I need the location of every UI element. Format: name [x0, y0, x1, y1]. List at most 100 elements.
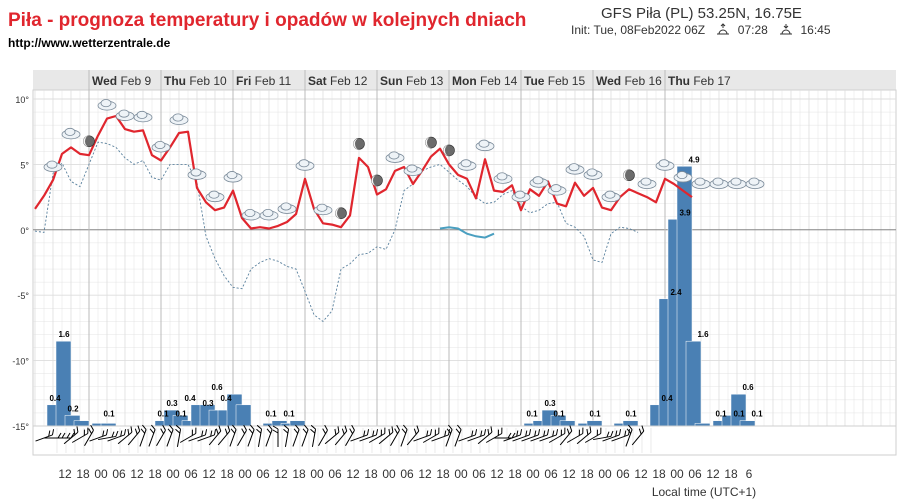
y-tick-label: 10° — [15, 95, 29, 105]
wind-barb-icon — [166, 424, 174, 447]
page-title: Piła - prognoza temperatury i opadów w k… — [8, 10, 527, 31]
x-tick-label: 00 — [454, 467, 468, 481]
x-tick-label: 18 — [508, 467, 522, 481]
wind-barb-icon — [593, 430, 614, 441]
cloud-icon — [745, 177, 765, 190]
wind-barb-icon — [175, 424, 182, 447]
wind-barb-icon — [378, 426, 394, 445]
precip-label: 2.4 — [670, 288, 682, 297]
precip-label: 0.1 — [526, 410, 538, 419]
wind-barb-icon — [400, 424, 408, 447]
precip-label: 0.1 — [157, 410, 169, 419]
wind-barb-icon — [197, 429, 217, 442]
cloud-icon — [259, 208, 279, 221]
wind-barb-icon — [368, 427, 386, 443]
wind-barb-icon — [602, 429, 622, 442]
sunset-icon — [780, 24, 793, 35]
init-line: Init: Tue, 08Feb2022 06Z 07:28 16:45 — [571, 23, 835, 37]
cloud-icon — [547, 184, 567, 196]
cloud-icon — [709, 177, 729, 190]
wind-barb-icon — [530, 429, 550, 442]
x-tick-label: 00 — [238, 467, 252, 481]
cloud-icon — [475, 139, 495, 152]
wind-barb-icon — [413, 429, 433, 442]
x-tick-label: 18 — [220, 467, 234, 481]
day-label: Sun Feb 13 — [380, 74, 444, 88]
x-tick-label: 12 — [490, 467, 504, 481]
precip-label: 0.1 — [589, 410, 601, 419]
precip-label: 0.1 — [715, 410, 727, 419]
temperature-line — [34, 114, 693, 230]
cloud-icon — [601, 190, 621, 203]
dewpoint-below-zero-line — [34, 141, 639, 322]
x-axis-label: Local time (UTC+1) — [652, 485, 756, 499]
x-tick-label: 12 — [346, 467, 360, 481]
cloud-icon — [97, 99, 117, 111]
precip-label: 0.4 — [49, 394, 61, 403]
x-tick-label: 12 — [58, 467, 72, 481]
precip-label: 0.1 — [625, 410, 637, 419]
precip-bar — [739, 420, 756, 427]
precip-label: 0.3 — [544, 399, 556, 408]
precip-label: 0.1 — [751, 410, 763, 419]
sunset-time: 16:45 — [800, 23, 831, 37]
precip-label: 0.4 — [184, 394, 196, 403]
cloud-icon — [457, 159, 477, 171]
precip-bar — [235, 404, 252, 427]
moon-icon — [443, 144, 455, 157]
x-tick-label: 18 — [76, 467, 90, 481]
precip-label: 3.9 — [679, 208, 691, 217]
wind-barb-icon — [631, 425, 645, 446]
x-tick-label: 00 — [382, 467, 396, 481]
moon-icon — [371, 174, 383, 187]
day-label: Thu Feb 10 — [164, 74, 227, 88]
day-header-band — [33, 70, 896, 90]
wind-barb-icon — [467, 429, 487, 442]
day-label: Wed Feb 16 — [596, 74, 662, 88]
cloud-icon — [169, 113, 189, 125]
day-label: Mon Feb 14 — [452, 74, 518, 88]
moon-icon — [425, 136, 437, 149]
wind-barb-icon — [139, 424, 147, 447]
cloud-icon — [205, 190, 225, 203]
cloud-icon — [583, 168, 603, 180]
x-tick-label: 06 — [400, 467, 414, 481]
precip-label: 0.2 — [67, 404, 79, 413]
wind-barb-icon — [265, 424, 273, 447]
cloud-icon — [385, 151, 405, 163]
x-tick-label: 06 — [688, 467, 702, 481]
x-tick-label: 12 — [562, 467, 576, 481]
cloud-icon — [403, 164, 423, 176]
cloud-icon — [727, 177, 747, 190]
precip-bar — [73, 420, 90, 427]
day-label: Sat Feb 12 — [308, 74, 368, 88]
day-label: Thu Feb 17 — [668, 74, 731, 88]
precip-bar — [559, 420, 576, 427]
wind-barb-icon — [63, 426, 79, 445]
x-tick-label: 06 — [616, 467, 630, 481]
cloud-icon — [295, 159, 315, 171]
x-tick-label: 12 — [418, 467, 432, 481]
day-label: Wed Feb 9 — [92, 74, 151, 88]
wind-barb-icon — [494, 432, 516, 439]
wind-barb-icon — [98, 430, 119, 441]
wind-barb-icon — [256, 424, 263, 447]
cloud-icon — [511, 190, 531, 203]
wind-barb-icon — [548, 427, 566, 443]
cloud-icon — [133, 110, 153, 123]
wind-barb-icon — [179, 427, 197, 443]
y-tick-label: -5° — [17, 291, 29, 301]
precip-label: 0.4 — [220, 394, 232, 403]
wind-barb-icon — [89, 429, 109, 442]
wind-barb-icon — [208, 425, 222, 446]
precip-label: 0.1 — [175, 410, 187, 419]
wind-barb-icon — [539, 429, 559, 442]
wind-barb-icon — [458, 429, 478, 442]
moon-icon — [335, 207, 347, 219]
x-tick-label: 18 — [436, 467, 450, 481]
source-url[interactable]: http://www.wetterzentrale.de — [8, 36, 171, 50]
wind-barb-icon — [156, 424, 166, 447]
wind-barb-icon — [503, 429, 523, 442]
precip-label: 0.1 — [103, 410, 115, 419]
